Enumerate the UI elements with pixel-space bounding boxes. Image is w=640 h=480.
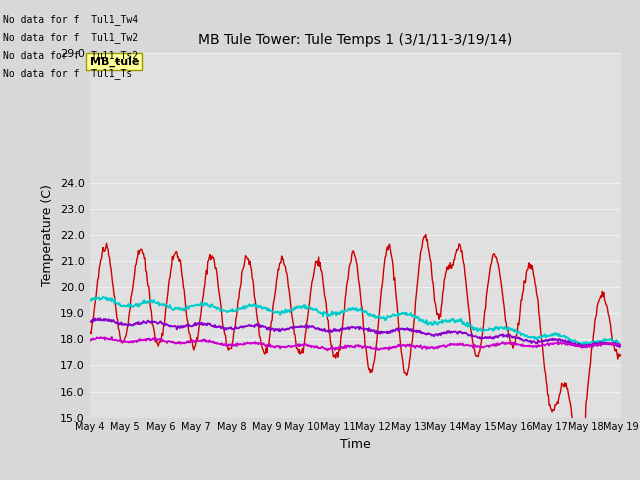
Text: MB_tule: MB_tule	[90, 57, 139, 67]
Text: No data for f  Tul1_Ts2: No data for f Tul1_Ts2	[3, 50, 138, 61]
Text: No data for f  Tul1_Tw2: No data for f Tul1_Tw2	[3, 32, 138, 43]
Title: MB Tule Tower: Tule Temps 1 (3/1/11-3/19/14): MB Tule Tower: Tule Temps 1 (3/1/11-3/19…	[198, 34, 513, 48]
Text: No data for f  Tul1_Ts: No data for f Tul1_Ts	[3, 68, 132, 79]
Y-axis label: Temperature (C): Temperature (C)	[42, 184, 54, 286]
Text: No data for f  Tul1_Tw4: No data for f Tul1_Tw4	[3, 13, 138, 24]
X-axis label: Time: Time	[340, 438, 371, 451]
